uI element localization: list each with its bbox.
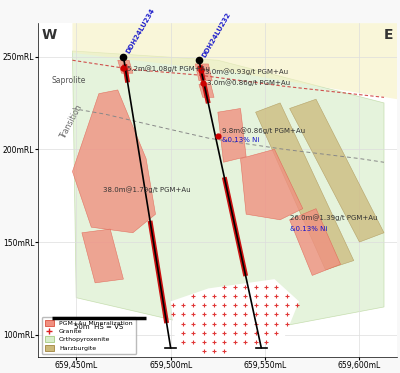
Polygon shape bbox=[199, 82, 214, 97]
Polygon shape bbox=[171, 279, 299, 353]
Text: 26.0m@1.39g/t PGM+Au: 26.0m@1.39g/t PGM+Au bbox=[290, 214, 377, 221]
Text: 3.0m@0.93g/t PGM+Au: 3.0m@0.93g/t PGM+Au bbox=[205, 68, 288, 75]
Text: DDH24LU232: DDH24LU232 bbox=[201, 11, 232, 59]
Text: W: W bbox=[42, 28, 57, 42]
Text: 3.0m@0.86g/t PGM+Au: 3.0m@0.86g/t PGM+Au bbox=[206, 79, 290, 86]
Text: 50m  HS = VS: 50m HS = VS bbox=[74, 324, 124, 330]
Polygon shape bbox=[72, 51, 384, 335]
Polygon shape bbox=[118, 60, 133, 73]
Polygon shape bbox=[82, 229, 124, 283]
Polygon shape bbox=[240, 149, 303, 220]
Polygon shape bbox=[290, 99, 384, 242]
Polygon shape bbox=[72, 90, 156, 233]
Text: Transition: Transition bbox=[59, 103, 85, 140]
Text: E: E bbox=[384, 28, 394, 42]
Legend: PGM+Au Mineralization, Granite, Orthopyroxenite, Harzburgite: PGM+Au Mineralization, Granite, Orthopyr… bbox=[42, 317, 136, 354]
Polygon shape bbox=[218, 109, 246, 162]
Text: 38.0m@1.79g/t PGM+Au: 38.0m@1.79g/t PGM+Au bbox=[103, 187, 190, 194]
Text: 5.2m@1.08g/t PGM+Au: 5.2m@1.08g/t PGM+Au bbox=[127, 65, 210, 72]
Polygon shape bbox=[195, 64, 212, 81]
Text: 9.8m@0.86g/t PGM+Au: 9.8m@0.86g/t PGM+Au bbox=[222, 127, 305, 134]
Text: Saprolite: Saprolite bbox=[52, 76, 86, 85]
Text: &0.13% Ni: &0.13% Ni bbox=[290, 226, 327, 232]
Polygon shape bbox=[290, 209, 340, 275]
Text: &0.13% Ni: &0.13% Ni bbox=[222, 137, 259, 143]
Text: DDH24LU234: DDH24LU234 bbox=[125, 7, 156, 55]
Polygon shape bbox=[72, 23, 397, 99]
Polygon shape bbox=[256, 103, 354, 270]
